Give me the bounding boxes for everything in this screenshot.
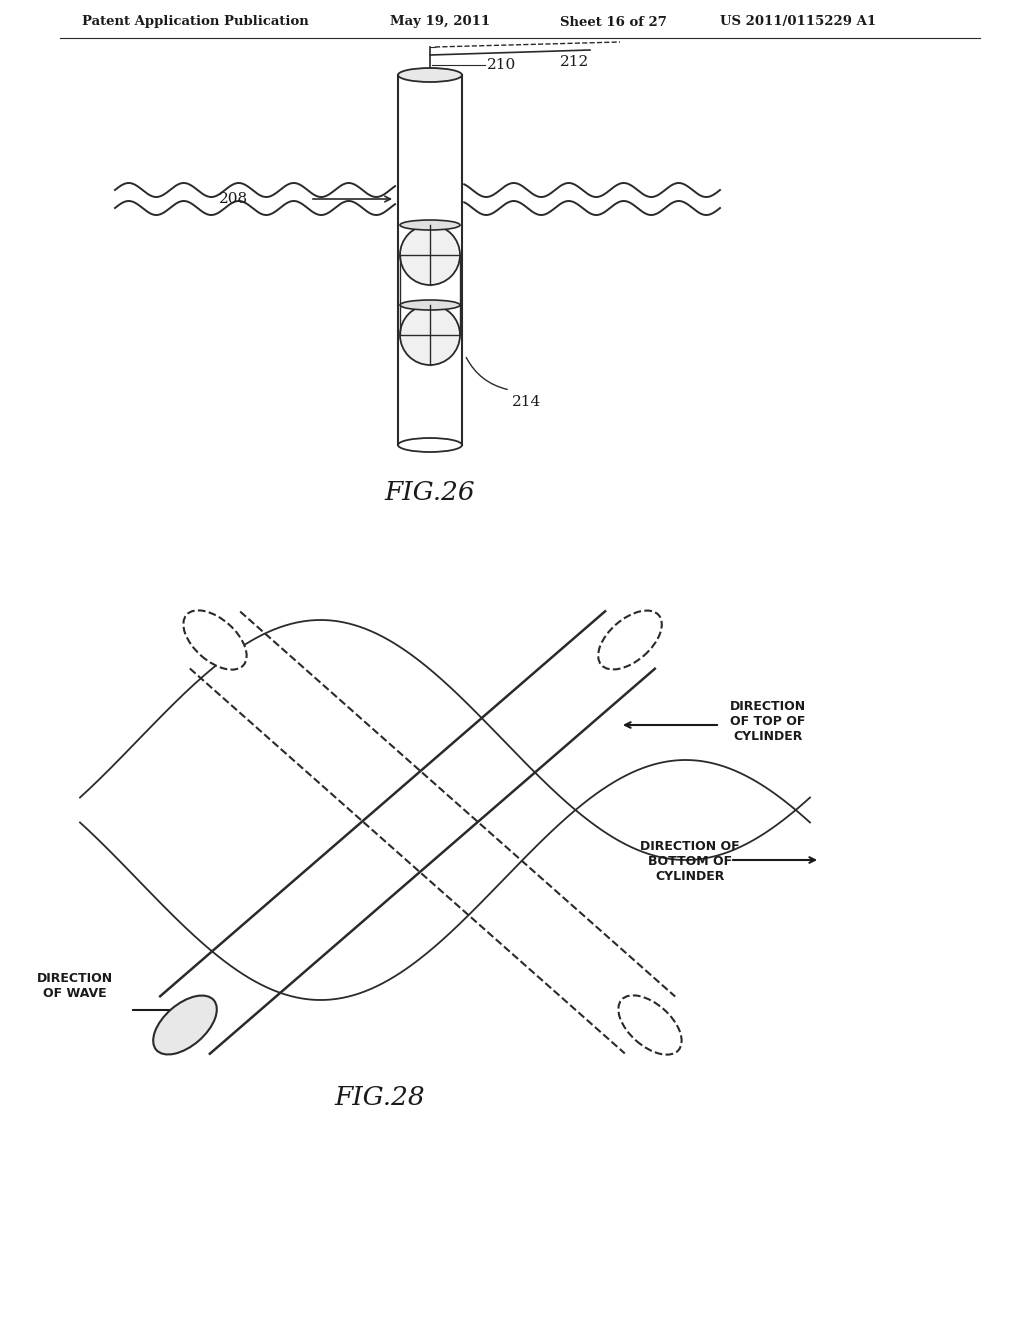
- Text: Patent Application Publication: Patent Application Publication: [82, 16, 309, 29]
- Ellipse shape: [400, 300, 460, 310]
- Ellipse shape: [618, 995, 682, 1055]
- Ellipse shape: [400, 220, 460, 230]
- Text: DIRECTION
OF WAVE: DIRECTION OF WAVE: [37, 972, 113, 1001]
- Text: Sheet 16 of 27: Sheet 16 of 27: [560, 16, 667, 29]
- Text: DIRECTION OF
BOTTOM OF
CYLINDER: DIRECTION OF BOTTOM OF CYLINDER: [640, 840, 739, 883]
- Circle shape: [400, 224, 460, 285]
- Text: May 19, 2011: May 19, 2011: [390, 16, 490, 29]
- Text: 214: 214: [512, 395, 542, 409]
- Ellipse shape: [598, 611, 662, 669]
- Ellipse shape: [398, 69, 462, 82]
- Ellipse shape: [398, 438, 462, 451]
- Text: 208: 208: [219, 191, 248, 206]
- Text: US 2011/0115229 A1: US 2011/0115229 A1: [720, 16, 877, 29]
- Text: FIG.28: FIG.28: [335, 1085, 425, 1110]
- Text: 210: 210: [487, 58, 516, 73]
- Ellipse shape: [183, 610, 247, 669]
- Text: 212: 212: [560, 55, 589, 69]
- Ellipse shape: [154, 995, 217, 1055]
- Text: DIRECTION
OF TOP OF
CYLINDER: DIRECTION OF TOP OF CYLINDER: [730, 700, 806, 743]
- Circle shape: [400, 305, 460, 366]
- Text: FIG.26: FIG.26: [385, 480, 475, 506]
